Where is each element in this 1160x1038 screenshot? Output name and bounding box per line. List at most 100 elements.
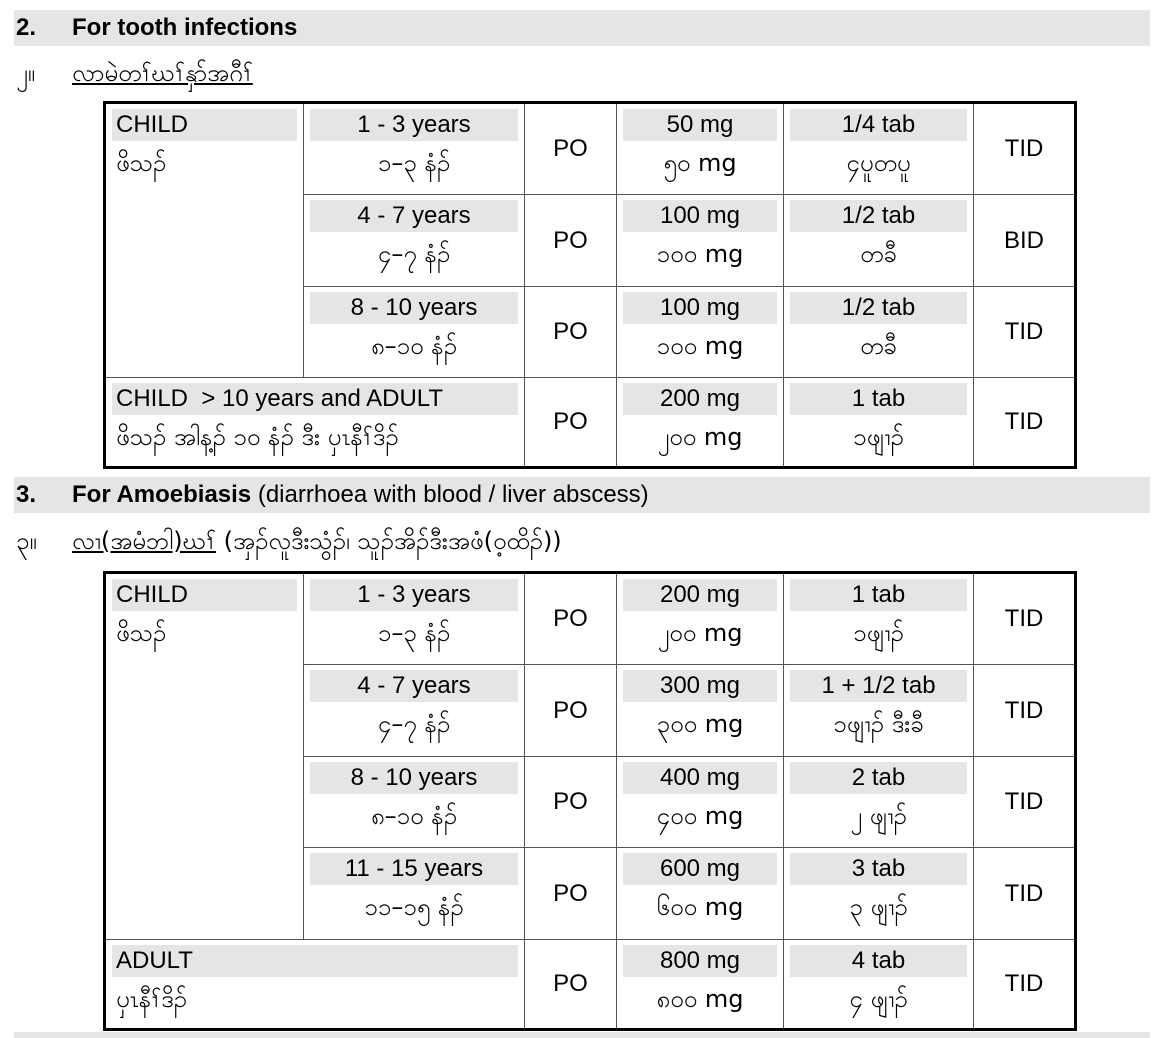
tablet-cell: 1 tab ၁ဖျၢၣ် — [783, 377, 974, 468]
table-row: 4 - 7 years ၄–၇ နံၣ် PO 300 mg ၃၀၀ mg 1 … — [105, 664, 1076, 757]
age-label: 1 - 3 years — [310, 109, 518, 141]
route-cell: PO — [524, 286, 617, 378]
route-cell: PO — [524, 194, 617, 287]
dose-cell: 100 mg ၁၀၀ mg — [616, 286, 784, 378]
frequency-cell: TID — [973, 286, 1076, 378]
tablet-cell: 1 tab ၁ဖျၢၣ် — [783, 572, 974, 665]
group-label: ADULT — [112, 945, 518, 977]
dose-label-translated: ၂၀၀ mg — [657, 423, 743, 451]
dose-label: 100 mg — [623, 200, 777, 232]
tablet-cell: 4 tab ၄ ဖျၢၣ် — [783, 939, 974, 1030]
tablet-label: 1/2 tab — [790, 200, 967, 232]
tablet-label-translated: ၄ ဖျၢၣ် — [849, 985, 908, 1013]
tablet-label: 4 tab — [790, 945, 967, 977]
tablet-label-translated: ၄ပူတပူ — [846, 149, 911, 177]
dose-label-translated: ၆၀၀ mg — [656, 893, 744, 921]
dose-label-translated: ၂၀၀ mg — [657, 619, 743, 647]
tablet-label: 2 tab — [790, 762, 967, 794]
dose-label: 50 mg — [623, 109, 777, 141]
table-row: CHILD ဖိသၣ် 1 - 3 years ၁–၃ နံၣ် PO 200 … — [104, 572, 1076, 940]
tablet-cell: 1/2 tab တခီ — [783, 194, 974, 287]
group-label-translated: ပှၤနီၢ်ဒိၣ် — [116, 985, 187, 1013]
tablet-label-translated: တခီ — [860, 332, 897, 360]
group-cell: CHILD ဖိသၣ် — [104, 572, 304, 940]
tablet-label-translated: တခီ — [860, 240, 897, 268]
dose-cell: 800 mg ၈၀၀ mg — [616, 939, 784, 1030]
tablet-label: 1/2 tab — [790, 292, 967, 324]
group-cell: ADULT ပှၤနီၢ်ဒိၣ် — [104, 939, 525, 1030]
group-label: CHILD — [112, 579, 297, 611]
frequency-cell: TID — [973, 377, 1076, 468]
tablet-label: 1 tab — [790, 579, 967, 611]
tablet-cell: 1/2 tab တခီ — [783, 286, 974, 378]
dose-cell: 100 mg ၁၀၀ mg — [616, 194, 784, 287]
section-title-translated: လာမဲတၢ်ဃၢ်နှာ်အဂီၢ် — [72, 59, 253, 87]
age-label-translated: ၄–၇ နံၣ် — [377, 710, 451, 738]
table-row: 4 - 7 years ၄–၇ နံၣ် PO 100 mg ၁၀၀ mg 1/… — [105, 194, 1076, 287]
group-cell: CHILD ဖိသၣ် — [104, 102, 304, 378]
tablet-cell: 1/4 tab ၄ပူတပူ — [783, 102, 974, 195]
route-cell: PO — [524, 756, 617, 848]
route-cell: PO — [524, 102, 617, 195]
tablet-cell: 3 tab ၃ ဖျၢၣ် — [783, 847, 974, 940]
age-label: 8 - 10 years — [310, 292, 518, 324]
tablet-label: 1 tab — [790, 383, 967, 415]
dose-label-translated: ၁၀၀ mg — [656, 240, 744, 268]
age-label: 8 - 10 years — [310, 762, 518, 794]
table-row: 8 - 10 years ၈–၁၀ နံၣ် PO 400 mg ၄၀၀ mg … — [105, 756, 1076, 848]
tablet-label: 1/4 tab — [790, 109, 967, 141]
group-label-translated: ဖိသၣ် — [116, 149, 167, 177]
dose-label: 800 mg — [623, 945, 777, 977]
frequency-cell: TID — [973, 847, 1076, 940]
age-cell: 4 - 7 years ၄–၇ နံၣ် — [303, 664, 525, 757]
age-label: 1 - 3 years — [310, 579, 518, 611]
age-cell: 1 - 3 years ၁–၃ နံၣ် — [303, 102, 525, 195]
age-cell: 1 - 3 years ၁–၃ နံၣ် — [303, 572, 525, 665]
section-number: 3. — [16, 481, 37, 508]
tablet-label-translated: ၁ဖျၢၣ် ဒီးခီ — [833, 710, 924, 738]
age-label-translated: ၄–၇ နံၣ် — [377, 240, 451, 268]
age-label-translated: ၈–၁၀ နံၣ် — [370, 802, 458, 830]
dose-label-translated: ၁၀၀ mg — [656, 332, 744, 360]
dose-label: 200 mg — [623, 383, 777, 415]
group-label: CHILD > 10 years and ADULT — [112, 383, 518, 415]
tablet-label: 3 tab — [790, 853, 967, 885]
dosage-table-tooth-infections: CHILD ဖိသၣ် 1 - 3 years ၁–၃ နံၣ် PO 50 m… — [103, 101, 1077, 469]
age-cell: 8 - 10 years ၈–၁၀ နံၣ် — [303, 756, 525, 848]
age-label-translated: ၁–၃ နံၣ် — [377, 149, 451, 177]
route-cell: PO — [524, 377, 617, 468]
dose-cell: 50 mg ၅၀ mg — [616, 102, 784, 195]
table-row: 11 - 15 years ၁၁–၁၅ နံၣ် PO 600 mg ၆၀၀ m… — [105, 847, 1076, 940]
age-label: 4 - 7 years — [310, 200, 518, 232]
section-title: For Amoebiasis (diarrhoea with blood / l… — [72, 481, 649, 508]
dose-label-translated: ၈၀၀ mg — [656, 985, 744, 1013]
tablet-label-translated: ၃ ဖျၢၣ် — [849, 893, 908, 921]
table-row: CHILD > 10 years and ADULT ဖိသၣ် အါန့ၣ် … — [104, 377, 1076, 468]
age-label-translated: ၁–၃ နံၣ် — [377, 619, 451, 647]
dose-label: 100 mg — [623, 292, 777, 324]
age-cell: 4 - 7 years ၄–၇ နံၣ် — [303, 194, 525, 287]
table-row: ADULT ပှၤနီၢ်ဒိၣ် PO 800 mg ၈၀၀ mg 4 tab… — [104, 939, 1076, 1030]
section-title-translated: လၢ(အမံဘါ)ဃၢ် (အှၣ်လူဒီးသွံၣ်၊ သူၣ်အိၣ်ဒီ… — [72, 527, 562, 555]
tablet-cell: 1 + 1/2 tab ၁ဖျၢၣ် ဒီးခီ — [783, 664, 974, 757]
section-number-translated: ၂။ — [16, 59, 36, 87]
dose-cell: 400 mg ၄၀၀ mg — [616, 756, 784, 848]
age-label: 11 - 15 years — [310, 853, 518, 885]
frequency-cell: TID — [973, 756, 1076, 848]
dose-label-translated: ၄၀၀ mg — [656, 802, 744, 830]
dose-cell: 300 mg ၃၀၀ mg — [616, 664, 784, 757]
section-3-header: 3. For Amoebiasis (diarrhoea with blood … — [14, 477, 1150, 513]
dose-label: 600 mg — [623, 853, 777, 885]
section-title: For tooth infections — [72, 14, 298, 41]
dose-cell: 600 mg ၆၀၀ mg — [616, 847, 784, 940]
age-cell: 8 - 10 years ၈–၁၀ နံၣ် — [303, 286, 525, 378]
group-cell: CHILD > 10 years and ADULT ဖိသၣ် အါန့ၣ် … — [104, 377, 525, 468]
route-cell: PO — [524, 847, 617, 940]
age-label-translated: ၈–၁၀ နံၣ် — [370, 332, 458, 360]
frequency-cell: TID — [973, 939, 1076, 1030]
tablet-label-translated: ၁ဖျၢၣ် — [853, 619, 904, 647]
dose-label-translated: ၃၀၀ mg — [656, 710, 744, 738]
group-label: CHILD — [112, 109, 297, 141]
route-cell: PO — [524, 664, 617, 757]
dose-label: 300 mg — [623, 670, 777, 702]
